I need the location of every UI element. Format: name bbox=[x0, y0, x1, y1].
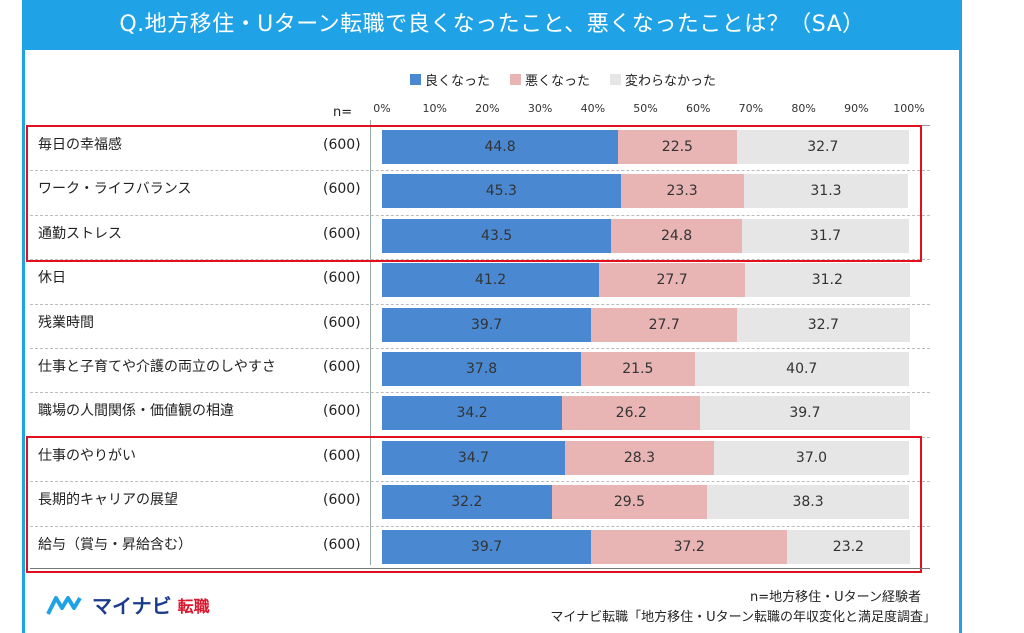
legend-item-neutral: 変わらなかった bbox=[610, 70, 716, 89]
row-separator bbox=[30, 303, 930, 305]
row-separator bbox=[30, 392, 930, 394]
bar-segment-good: 45.3 bbox=[382, 174, 621, 209]
mynavi-logo: マイナビ 転職 bbox=[46, 590, 210, 619]
category-label: 給与（賞与・昇給含む） bbox=[38, 536, 192, 553]
sample-size-label: (600) bbox=[323, 492, 361, 509]
legend-swatch-bad bbox=[510, 74, 522, 85]
legend-item-bad: 悪くなった bbox=[510, 70, 590, 89]
bar-segment-neutral: 31.3 bbox=[743, 174, 909, 209]
chart-title: Q.地方移住・Uターン転職で良くなったこと、悪くなったことは？（SA） bbox=[22, 0, 962, 50]
sample-size-label: (600) bbox=[323, 270, 361, 287]
bar-segment-bad: 37.2 bbox=[591, 529, 788, 564]
bar-segment-neutral: 39.7 bbox=[700, 396, 910, 431]
sample-note: n=地方移住・Uターン経験者 bbox=[750, 590, 921, 605]
category-label: 仕事と子育てや介護の両立のしやすさ bbox=[38, 359, 276, 375]
x-tick-label: 10% bbox=[422, 102, 447, 115]
row-separator bbox=[30, 348, 930, 349]
bar-segment-good: 34.2 bbox=[382, 396, 563, 431]
row-separator bbox=[30, 481, 930, 483]
legend-swatch-good bbox=[410, 74, 421, 85]
frame-left-border bbox=[22, 50, 25, 633]
n-header: n= bbox=[333, 105, 353, 120]
legend-item-good: 良くなった bbox=[410, 70, 490, 89]
bar-segment-bad: 27.7 bbox=[599, 263, 746, 298]
bar-segment-neutral: 32.7 bbox=[737, 307, 910, 342]
legend-label-neutral: 変わらなかった bbox=[625, 74, 717, 89]
bar-segment-bad: 23.3 bbox=[620, 174, 744, 209]
row-separator bbox=[30, 214, 930, 216]
bar-segment-good: 43.5 bbox=[382, 218, 612, 253]
category-label: ワーク・ライフバランス bbox=[38, 181, 192, 198]
x-tick-label: 0% bbox=[373, 102, 391, 115]
sample-size-label: (600) bbox=[323, 181, 361, 198]
bar-segment-bad: 29.5 bbox=[551, 485, 708, 520]
legend: 良くなった 悪くなった 変わらなかった bbox=[410, 70, 716, 89]
highlight-box bbox=[26, 125, 922, 263]
bar-segment-good: 37.8 bbox=[382, 352, 582, 386]
source-note: マイナビ転職「地方移住・Uターン転職の年収変化と満足度調査」 bbox=[550, 610, 936, 625]
legend-swatch-neutral bbox=[610, 74, 622, 85]
logo-main-text: マイナビ bbox=[92, 594, 172, 618]
row-separator bbox=[30, 525, 930, 527]
bar-segment-neutral: 31.2 bbox=[745, 263, 910, 298]
legend-label-bad: 悪くなった bbox=[525, 74, 591, 89]
x-tick-label: 70% bbox=[738, 102, 764, 115]
bar-segment-good: 44.8 bbox=[382, 130, 619, 164]
x-tick-label: 40% bbox=[580, 102, 606, 115]
logo-mark-icon bbox=[46, 595, 82, 615]
bar-segment-neutral: 23.2 bbox=[787, 529, 910, 564]
sample-size-label: (600) bbox=[323, 225, 361, 242]
x-tick-label: 20% bbox=[475, 102, 500, 115]
x-tick-label: 100% bbox=[893, 102, 925, 115]
sample-size-label: (600) bbox=[323, 403, 361, 420]
category-label: 仕事のやりがい bbox=[38, 447, 136, 464]
bar-segment-bad: 24.8 bbox=[611, 218, 742, 253]
sample-size-label: (600) bbox=[323, 359, 361, 375]
bar-segment-good: 34.7 bbox=[382, 440, 565, 475]
bar-segment-bad: 27.7 bbox=[591, 307, 738, 342]
bar-segment-good: 39.7 bbox=[382, 529, 592, 564]
sample-size-label: (600) bbox=[323, 137, 361, 153]
y-axis-line bbox=[370, 120, 371, 565]
sample-size-label: (600) bbox=[323, 447, 361, 464]
legend-label-good: 良くなった bbox=[425, 74, 491, 89]
category-label: 残業時間 bbox=[38, 314, 94, 331]
bar-segment-neutral: 31.7 bbox=[741, 218, 909, 253]
row-separator bbox=[30, 170, 930, 172]
bar-segment-neutral: 38.3 bbox=[707, 485, 909, 520]
bar-segment-bad: 22.5 bbox=[618, 130, 737, 164]
bar-segment-bad: 21.5 bbox=[581, 352, 695, 386]
category-label: 休日 bbox=[38, 270, 66, 287]
highlight-box bbox=[26, 435, 922, 573]
sample-size-label: (600) bbox=[323, 314, 361, 331]
category-label: 毎日の幸福感 bbox=[38, 137, 122, 153]
row-separator bbox=[30, 259, 930, 261]
bar-segment-good: 39.7 bbox=[382, 307, 592, 342]
bar-segment-bad: 26.2 bbox=[562, 396, 701, 431]
category-label: 職場の人間関係・価値観の相違 bbox=[38, 403, 234, 420]
x-tick-label: 60% bbox=[685, 102, 711, 115]
bar-segment-neutral: 37.0 bbox=[714, 440, 909, 475]
category-label: 通勤ストレス bbox=[38, 225, 122, 242]
bar-segment-neutral: 40.7 bbox=[694, 352, 909, 386]
bar-segment-bad: 28.3 bbox=[564, 440, 714, 475]
sample-size-label: (600) bbox=[323, 536, 361, 553]
category-label: 長期的キャリアの展望 bbox=[38, 492, 178, 509]
x-tick-label: 30% bbox=[527, 102, 553, 115]
bar-segment-good: 32.2 bbox=[382, 485, 552, 520]
x-tick-label: 80% bbox=[791, 102, 816, 115]
bottom-rule bbox=[30, 568, 930, 569]
logo-sub-text: 転職 bbox=[177, 596, 210, 616]
bar-segment-good: 41.2 bbox=[382, 263, 600, 298]
x-tick-label: 50% bbox=[633, 102, 658, 115]
frame-right-border bbox=[959, 50, 962, 633]
x-tick-label: 90% bbox=[844, 102, 869, 115]
bar-segment-neutral: 32.7 bbox=[736, 130, 909, 164]
